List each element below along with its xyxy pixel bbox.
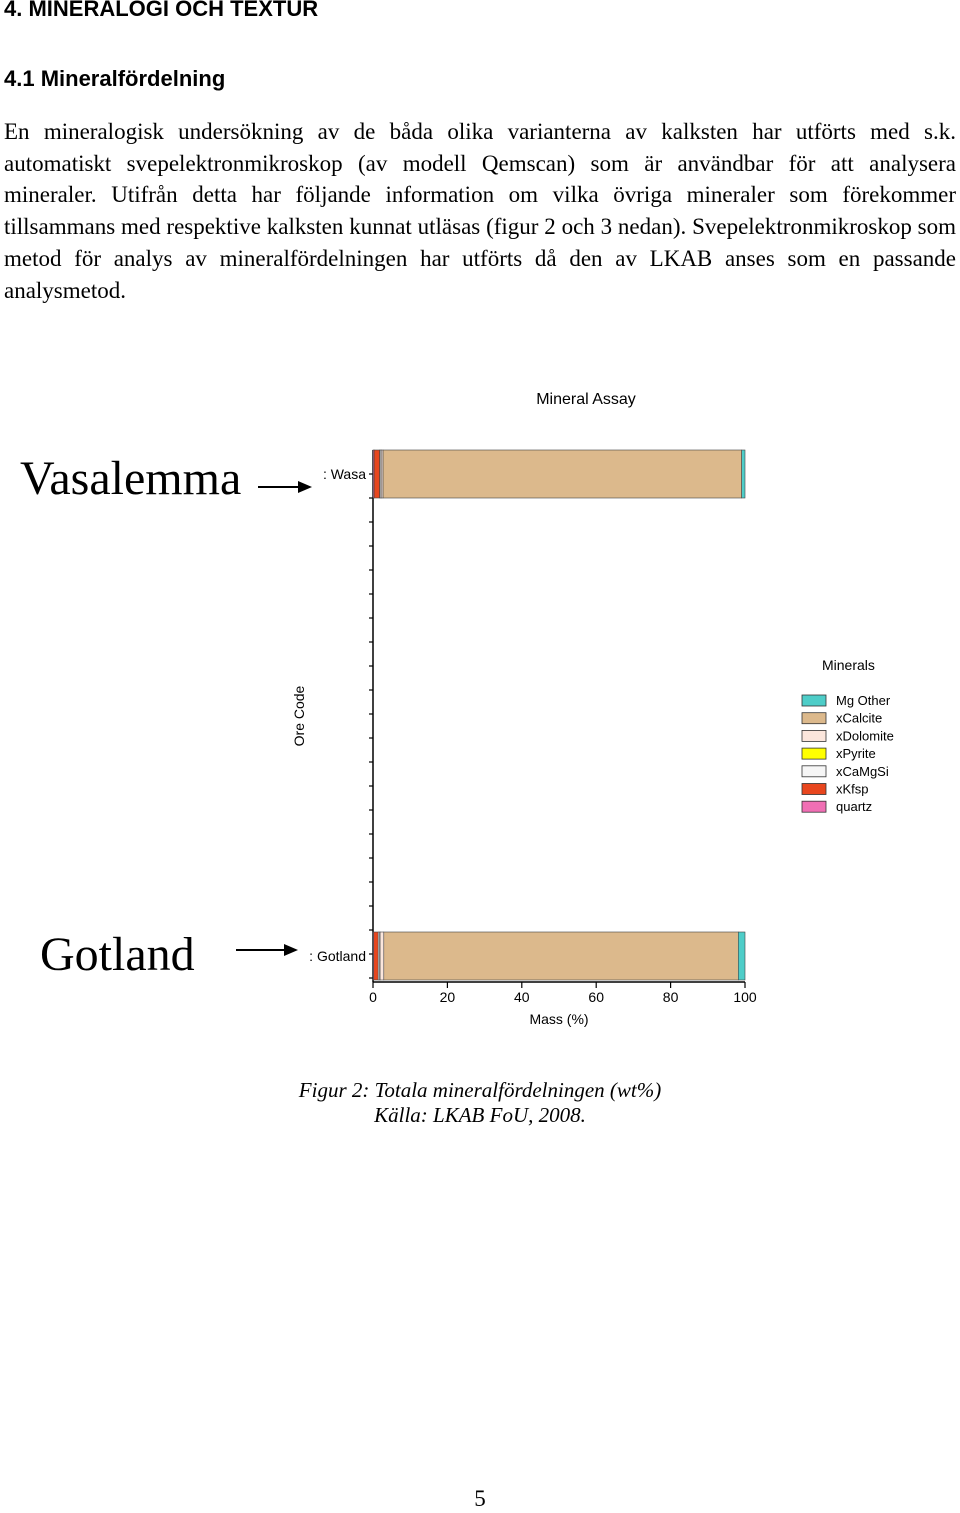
legend-swatch-5 (801, 765, 827, 778)
bar-segment-xcalcite-1 (382, 449, 742, 499)
legend-swatch-6 (801, 783, 827, 795)
body-paragraph: En mineralogisk undersökning av de båda … (4, 119, 956, 303)
bar-segment-xkfsp-1 (373, 449, 380, 499)
bar-segment-mg-other-1 (741, 449, 746, 499)
y-axis-label: Ore Code (291, 685, 307, 746)
x-tick-label-0: 0 (369, 989, 377, 1005)
bar-segment-xdolomite-2 (379, 931, 385, 981)
x-axis-label: Mass (%) (529, 1011, 588, 1027)
bar-segment-xkfsp-2 (373, 931, 379, 981)
bar-segment-xcalcite-2 (383, 931, 739, 981)
page-number: 5 (474, 1486, 486, 1511)
section-heading: 4. MINERALOGI OCH TEXTUR (4, 0, 319, 21)
category-label-2: : Gotland (309, 948, 366, 964)
legend-entry-4: xPyrite (836, 746, 876, 761)
annotation-vasalemma: Vasalemma (20, 452, 241, 505)
x-tick-label-80: 80 (663, 989, 679, 1005)
legend-entry-5: xCaMgSi (836, 764, 889, 779)
figure-caption: Figur 2: Totala mineralfördelningen (wt%… (298, 1078, 662, 1102)
legend-swatch-4 (801, 747, 827, 760)
arrow-vasalemma-head (298, 481, 312, 493)
legend-title: Minerals (822, 657, 875, 673)
legend-entry-7: quartz (836, 799, 872, 814)
x-tick-label-100: 100 (733, 989, 757, 1005)
category-label-1: : Wasa (323, 466, 366, 482)
bar-segment-mg-other-2 (738, 931, 746, 981)
x-tick-label-40: 40 (514, 989, 530, 1005)
legend-swatch-1 (801, 694, 827, 707)
chart-title: Mineral Assay (536, 391, 636, 408)
mineral-assay-chart: Mineral Assay 0 20 40 60 80 100 Mass (%) Ore Cod… (20, 391, 894, 1027)
figure-source: Källa: LKAB FoU, 2008. (374, 1103, 586, 1127)
legend-entry-1: Mg Other (836, 693, 891, 708)
annotation-gotland: Gotland (40, 928, 195, 981)
arrow-gotland-head (284, 944, 298, 956)
legend-entry-2: xCalcite (836, 711, 882, 726)
x-tick-label-60: 60 (588, 989, 604, 1005)
legend-entry-6: xKfsp (836, 782, 869, 797)
legend-entry-3: xDolomite (836, 728, 894, 743)
legend-swatch-2 (801, 712, 827, 725)
legend-swatch-3 (801, 729, 827, 742)
subsection-heading: 4.1 Mineralfördelning (4, 66, 226, 91)
legend-swatch-7 (801, 800, 827, 813)
x-tick-label-20: 20 (440, 989, 456, 1005)
